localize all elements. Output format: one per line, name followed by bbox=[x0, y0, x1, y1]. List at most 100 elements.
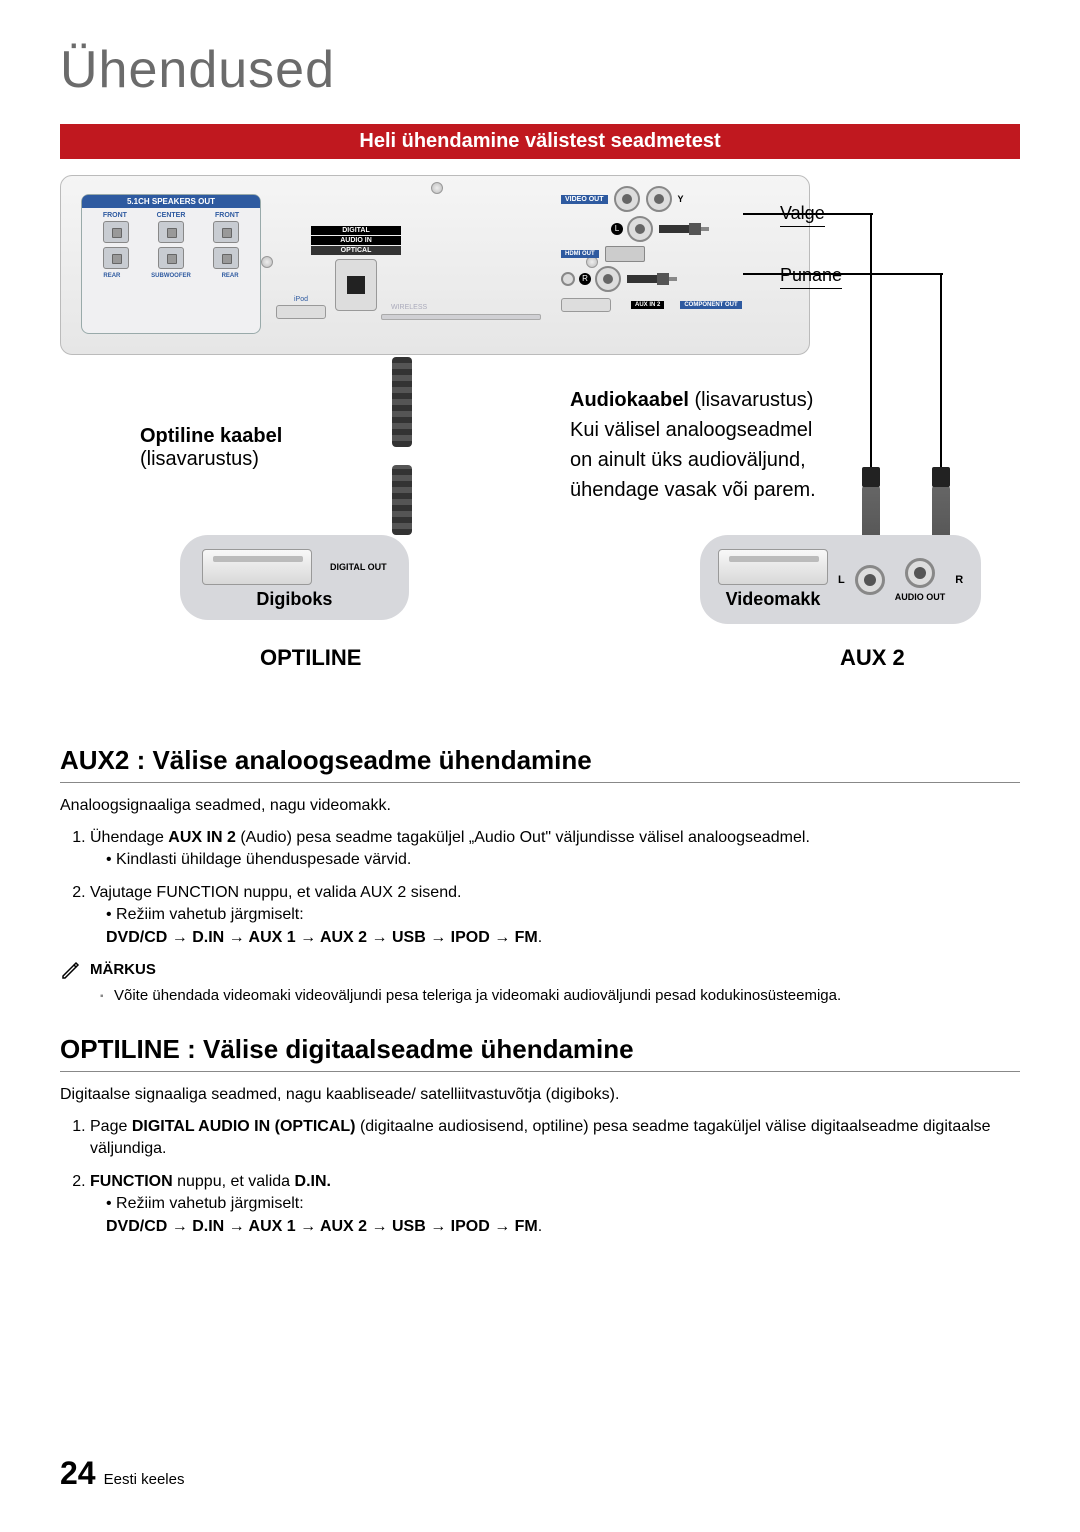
bullet-item: Režiim vahetub järgmiselt: DVD/CD → D.IN… bbox=[106, 904, 1020, 949]
rca-port bbox=[595, 266, 621, 292]
bullet-item: Kindlasti ühildage ühenduspesade värvid. bbox=[106, 849, 1020, 871]
list-item: Ühendage AUX IN 2 (Audio) pesa seadme ta… bbox=[90, 827, 1020, 872]
label-sub: (lisavarustus) bbox=[694, 389, 813, 411]
device-label: Videomakk bbox=[726, 589, 821, 610]
videomakk-device: Videomakk L AUDIO OUT R bbox=[700, 535, 981, 624]
screw-icon bbox=[261, 256, 273, 268]
rca-port bbox=[905, 558, 935, 588]
port-label: AUDIO OUT bbox=[895, 592, 946, 602]
pencil-icon bbox=[60, 959, 82, 981]
aux-jack bbox=[561, 272, 575, 286]
speaker-jack bbox=[158, 221, 184, 243]
port-label: OPTICAL bbox=[311, 246, 401, 255]
video-ports-group: VIDEO OUT Y L HDMI OUT R bbox=[561, 186, 748, 316]
optiline-section-heading: OPTILINE : Välise digitaalseadme ühendam… bbox=[60, 1034, 1020, 1072]
digiboks-device: DIGITAL OUT Digiboks bbox=[180, 535, 409, 620]
rca-port bbox=[627, 216, 653, 242]
section-banner: Heli ühendamine välistest seadmetest bbox=[60, 124, 1020, 159]
audio-cable-label: Audiokaabel (lisavarustus) Kui välisel a… bbox=[570, 385, 816, 505]
step-text: (Audio) pesa seadme tagaküljel „Audio Ou… bbox=[236, 829, 810, 846]
port-label: SUBWOOFER bbox=[151, 273, 191, 279]
aux2-section-heading: AUX2 : Välise analoogseadme ühendamine bbox=[60, 745, 1020, 783]
rear-panel: 5.1CH SPEAKERS OUT FRONT CENTER FRONT RE… bbox=[60, 175, 810, 355]
port-label: CENTER bbox=[157, 212, 186, 219]
list-item: Page DIGITAL AUDIO IN (OPTICAL) (digitaa… bbox=[90, 1116, 1020, 1161]
bullet-text: Režiim vahetub järgmiselt: bbox=[116, 1195, 304, 1212]
optiline-heading: OPTILINE bbox=[260, 645, 361, 671]
page-footer: 24 Eesti keeles bbox=[60, 1455, 184, 1492]
list-item: Vajutage FUNCTION nuppu, et valida AUX 2… bbox=[90, 882, 1020, 949]
rca-port bbox=[646, 186, 672, 212]
ipod-slot bbox=[276, 305, 326, 319]
port-label: VIDEO OUT bbox=[561, 195, 608, 204]
speakers-out-group: 5.1CH SPEAKERS OUT FRONT CENTER FRONT RE… bbox=[81, 194, 261, 334]
white-label: Valge bbox=[780, 203, 825, 227]
port-label: COMPONENT OUT bbox=[680, 301, 741, 309]
rca-port bbox=[614, 186, 640, 212]
speaker-jack bbox=[158, 247, 184, 269]
r-marker-icon: R bbox=[579, 273, 591, 285]
note-text: Võite ühendada videomaki videoväljundi p… bbox=[100, 987, 1020, 1004]
step-text: Vajutage FUNCTION nuppu, et valida AUX 2… bbox=[90, 884, 461, 901]
port-label: DIGITAL bbox=[311, 226, 401, 235]
hdmi-port bbox=[605, 246, 645, 262]
note-label: MÄRKUS bbox=[90, 961, 156, 978]
r-label: R bbox=[955, 574, 963, 586]
speaker-jack bbox=[103, 221, 129, 243]
port-label: FRONT bbox=[215, 212, 239, 219]
ipod-port-group: iPod bbox=[271, 296, 331, 321]
label-bold: Optiline kaabel bbox=[140, 425, 282, 447]
bullet-text: Režiim vahetub järgmiselt: bbox=[116, 906, 304, 923]
label-bold: Audiokaabel bbox=[570, 389, 689, 411]
port-label: FRONT bbox=[103, 212, 127, 219]
speaker-jack bbox=[103, 247, 129, 269]
label-line: ühendage vasak või parem. bbox=[570, 479, 816, 501]
rca-port bbox=[855, 565, 885, 595]
slot bbox=[561, 298, 611, 312]
screw-icon bbox=[431, 182, 443, 194]
optical-cable-label: Optiline kaabel (lisavarustus) bbox=[140, 425, 282, 471]
step-text: Page bbox=[90, 1118, 132, 1135]
mode-chain: DVD/CD → D.IN → AUX 1 → AUX 2 → USB → IP… bbox=[106, 929, 538, 946]
l-label: L bbox=[838, 574, 845, 586]
port-label: iPod bbox=[271, 296, 331, 303]
port-label: DIGITAL OUT bbox=[330, 562, 387, 572]
step-bold: DIGITAL AUDIO IN (OPTICAL) bbox=[132, 1118, 356, 1135]
page-title: Ühendused bbox=[60, 40, 1020, 100]
aux2-steps: Ühendage AUX IN 2 (Audio) pesa seadme ta… bbox=[90, 827, 1020, 949]
optiline-steps: Page DIGITAL AUDIO IN (OPTICAL) (digitaa… bbox=[90, 1116, 1020, 1238]
list-item: FUNCTION nuppu, et valida D.IN. Režiim v… bbox=[90, 1171, 1020, 1238]
step-text: nuppu, et valida bbox=[173, 1173, 295, 1190]
port-label: REAR bbox=[222, 273, 239, 279]
optical-cable-icon bbox=[392, 357, 412, 447]
rca-plug-icon bbox=[627, 269, 677, 289]
optical-port bbox=[335, 259, 377, 311]
speakers-title: 5.1CH SPEAKERS OUT bbox=[82, 195, 260, 208]
l-marker-icon: L bbox=[611, 223, 623, 235]
label-line: on ainult üks audioväljund, bbox=[570, 449, 806, 471]
aux2-heading: AUX 2 bbox=[840, 645, 905, 671]
vcr-icon bbox=[718, 549, 828, 585]
page-language: Eesti keeles bbox=[104, 1471, 185, 1488]
mode-chain: DVD/CD → D.IN → AUX 1 → AUX 2 → USB → IP… bbox=[106, 1218, 538, 1235]
step-bold: AUX IN 2 bbox=[168, 829, 236, 846]
aux2-intro: Analoogsignaaliga seadmed, nagu videomak… bbox=[60, 797, 1020, 815]
port-label: WIRELESS bbox=[391, 304, 427, 311]
bullet-item: Režiim vahetub järgmiselt: DVD/CD → D.IN… bbox=[106, 1193, 1020, 1238]
red-label: Punane bbox=[780, 265, 842, 289]
settop-box-icon bbox=[202, 549, 312, 585]
wireless-slot bbox=[381, 314, 541, 320]
note-heading: MÄRKUS bbox=[60, 959, 1020, 981]
wire-line bbox=[743, 273, 943, 275]
step-text: Ühendage bbox=[90, 829, 168, 846]
speaker-jack bbox=[213, 221, 239, 243]
page-number: 24 bbox=[60, 1455, 96, 1492]
label-sub: (lisavarustus) bbox=[140, 448, 259, 470]
port-label: AUX IN 2 bbox=[631, 301, 664, 309]
connection-diagram: 5.1CH SPEAKERS OUT FRONT CENTER FRONT RE… bbox=[60, 175, 1020, 715]
port-label: HDMI OUT bbox=[561, 250, 599, 258]
port-label: REAR bbox=[103, 273, 120, 279]
step-bold: D.IN. bbox=[295, 1173, 331, 1190]
optical-cable-icon bbox=[392, 465, 412, 535]
label-line: Kui välisel analoogseadmel bbox=[570, 419, 812, 441]
